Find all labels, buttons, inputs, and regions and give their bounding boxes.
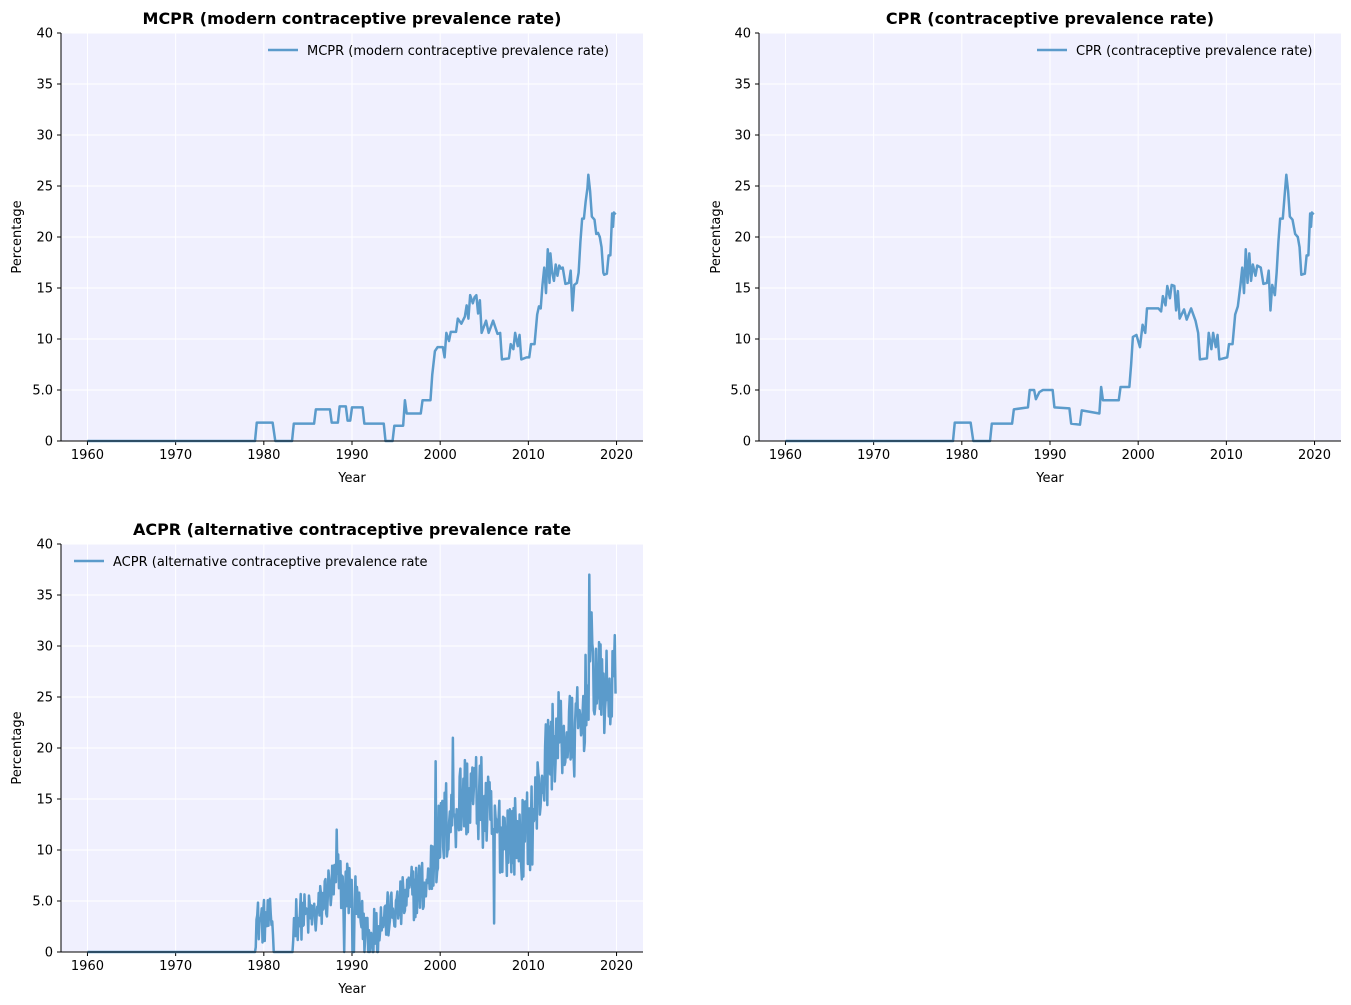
x-tick-label: 1960 [769, 448, 802, 463]
x-tick-label: 2020 [600, 959, 633, 974]
x-tick-label: 2010 [512, 448, 545, 463]
x-tick-label: 2000 [424, 448, 457, 463]
x-tick-label: 2010 [512, 959, 545, 974]
y-tick-label: 0 [743, 435, 751, 450]
x-axis-label: Year [337, 982, 366, 997]
x-tick-label: 1980 [945, 448, 978, 463]
x-tick-label: 1990 [335, 959, 368, 974]
legend: MCPR (modern contraceptive prevalence ra… [268, 44, 609, 59]
x-tick-label: 1960 [71, 448, 104, 463]
series-lines [87, 173, 617, 443]
y-ticks: 0 5.0 10 15 20 25 30 35 40 [32, 538, 61, 961]
x-tick-label: 2020 [600, 448, 633, 463]
series-line [87, 573, 617, 954]
x-tick-label: 1960 [71, 959, 104, 974]
y-tick-label: 10 [36, 333, 53, 348]
y-tick-label: 40 [36, 27, 53, 42]
y-tick-label: 35 [36, 78, 53, 93]
y-tick-label: 15 [36, 282, 53, 297]
y-tick-label: 20 [734, 231, 751, 246]
y-ticks: 0 5.0 10 15 20 25 30 35 40 [730, 27, 759, 450]
chart-title: MCPR (modern contraceptive prevalence ra… [143, 9, 562, 28]
series-lines [785, 173, 1315, 443]
y-tick-label: 5.0 [32, 895, 53, 910]
x-tick-label: 1980 [247, 448, 280, 463]
legend-label: MCPR (modern contraceptive prevalence ra… [307, 44, 609, 59]
y-tick-label: 20 [36, 742, 53, 757]
y-tick-label: 15 [36, 793, 53, 808]
x-ticks: 1960 1970 1980 1990 2000 2010 2020 [71, 441, 633, 463]
x-ticks: 1960 1970 1980 1990 2000 2010 2020 [71, 952, 633, 974]
legend: CPR (contraceptive prevalence rate) [1037, 44, 1312, 59]
y-tick-label: 10 [36, 844, 53, 859]
x-tick-label: 1970 [159, 448, 192, 463]
x-tick-label: 2000 [424, 959, 457, 974]
chart-title: ACPR (alternative contraceptive prevalen… [133, 520, 571, 539]
y-tick-label: 35 [36, 589, 53, 604]
y-ticks: 0 5.0 10 15 20 25 30 35 40 [32, 27, 61, 450]
chart-mcpr: 1960 1970 1980 1990 2000 2010 2020 0 5.0 10 15 20 2… [10, 9, 643, 486]
y-tick-label: 5.0 [730, 384, 751, 399]
y-tick-label: 30 [734, 129, 751, 144]
y-tick-label: 5.0 [32, 384, 53, 399]
x-ticks: 1960 1970 1980 1990 2000 2010 2020 [769, 441, 1331, 463]
y-tick-label: 15 [734, 282, 751, 297]
legend-label: ACPR (alternative contraceptive prevalen… [113, 555, 428, 570]
y-axis-label: Percentage [10, 711, 25, 784]
x-tick-label: 2010 [1210, 448, 1243, 463]
y-tick-label: 40 [36, 538, 53, 553]
y-tick-label: 40 [734, 27, 751, 42]
x-tick-label: 1990 [335, 448, 368, 463]
legend-label: CPR (contraceptive prevalence rate) [1076, 44, 1312, 59]
y-tick-label: 0 [45, 435, 53, 450]
chart-acpr: 1960 1970 1980 1990 2000 2010 2020 0 5.0 10 15 20 2… [10, 520, 643, 997]
y-tick-label: 35 [734, 78, 751, 93]
y-tick-label: 10 [734, 333, 751, 348]
legend: ACPR (alternative contraceptive prevalen… [74, 555, 428, 570]
x-tick-label: 1970 [159, 959, 192, 974]
x-tick-label: 1970 [857, 448, 890, 463]
y-tick-label: 30 [36, 640, 53, 655]
x-tick-label: 1980 [247, 959, 280, 974]
y-tick-label: 20 [36, 231, 53, 246]
series-line [785, 173, 1315, 443]
y-tick-label: 0 [45, 946, 53, 961]
y-axis-label: Percentage [10, 200, 25, 273]
y-axis-label: Percentage [709, 200, 724, 273]
x-axis-label: Year [1035, 471, 1064, 486]
series-lines [87, 573, 617, 954]
y-tick-label: 25 [734, 180, 751, 195]
chart-title: CPR (contraceptive prevalence rate) [886, 9, 1214, 28]
y-tick-label: 25 [36, 180, 53, 195]
x-axis-label: Year [337, 471, 366, 486]
y-tick-label: 30 [36, 129, 53, 144]
chart-cpr: 1960 1970 1980 1990 2000 2010 2020 0 5.0 10 15 20 2… [709, 9, 1341, 486]
x-tick-label: 2020 [1298, 448, 1331, 463]
series-line [87, 173, 617, 443]
y-tick-label: 25 [36, 691, 53, 706]
x-tick-label: 2000 [1122, 448, 1155, 463]
x-tick-label: 1990 [1033, 448, 1066, 463]
